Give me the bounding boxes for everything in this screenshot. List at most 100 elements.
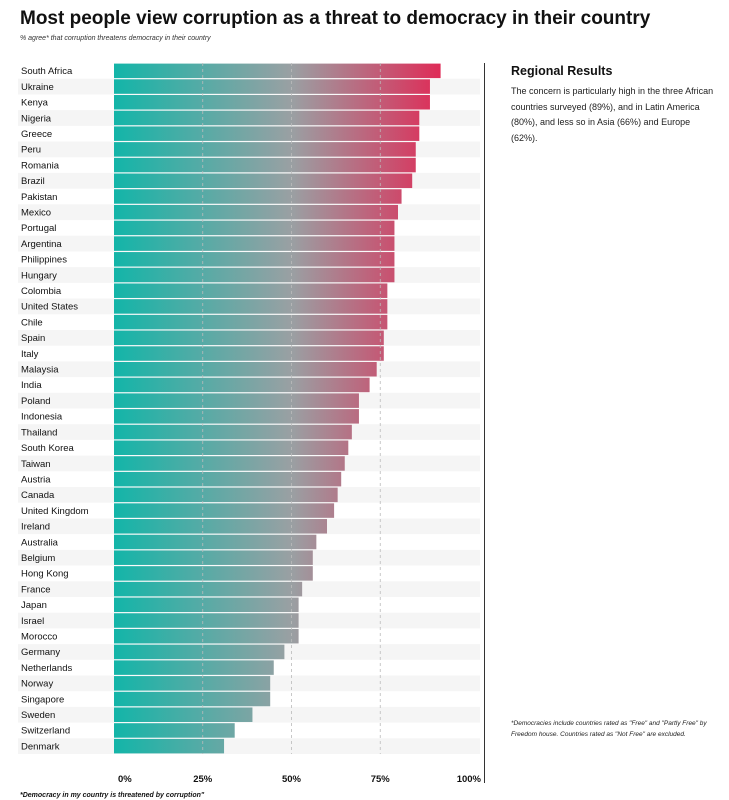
bar-nigeria <box>114 110 420 126</box>
category-label: South Korea <box>21 443 75 454</box>
bar-mexico <box>114 204 398 220</box>
bar-taiwan <box>114 456 345 471</box>
category-label: United Kingdom <box>21 506 89 517</box>
bar-south-africa <box>114 63 441 79</box>
x-tick-label: 25% <box>193 774 213 785</box>
category-label: Hungary <box>21 270 57 281</box>
category-label: Norway <box>21 679 53 690</box>
category-label: Sweden <box>21 710 55 721</box>
democracy-footnote: *Democracies include countries rated as … <box>511 720 707 738</box>
category-label: Spain <box>21 333 45 344</box>
bar-chile <box>114 314 388 330</box>
regional-results-heading: Regional Results <box>511 64 613 78</box>
category-label: Japan <box>21 600 47 611</box>
category-label: Greece <box>21 129 52 140</box>
category-label: Kenya <box>21 98 49 109</box>
bar-switzerland <box>114 723 235 738</box>
category-label: Chile <box>21 317 43 328</box>
chart-subtitle: % agree* that corruption threatens democ… <box>20 35 211 42</box>
bar-morocco <box>114 628 299 644</box>
category-label: Romania <box>21 160 60 171</box>
category-label: Thailand <box>21 427 57 438</box>
category-label: Ukraine <box>21 82 54 93</box>
category-label: Philippines <box>21 255 67 266</box>
bar-belgium <box>114 550 313 565</box>
bar-netherlands <box>114 660 274 675</box>
bar-israel <box>114 613 299 628</box>
category-label: Malaysia <box>21 365 59 376</box>
category-label: Morocco <box>21 632 57 643</box>
bar-romania <box>114 157 416 173</box>
chart-title: Most people view corruption as a threat … <box>20 8 651 29</box>
bar-kenya <box>114 95 430 110</box>
bar-portugal <box>114 220 395 236</box>
category-label: Switzerland <box>21 726 70 737</box>
category-label: Pakistan <box>21 192 57 203</box>
category-label: Taiwan <box>21 459 51 470</box>
bar-brazil <box>114 173 413 189</box>
x-tick-label: 0% <box>118 774 132 785</box>
bar-australia <box>114 534 317 550</box>
category-label: Colombia <box>21 286 62 297</box>
bar-ireland <box>114 519 327 534</box>
category-label: Australia <box>21 537 59 548</box>
category-label: Peru <box>21 145 41 156</box>
bar-austria <box>114 471 342 487</box>
category-label: Italy <box>21 349 39 360</box>
bar-united-states <box>114 299 388 314</box>
bar-spain <box>114 330 384 346</box>
survey-question-footnote: *Democracy in my country is threatened b… <box>20 792 205 799</box>
bar-argentina <box>114 236 395 251</box>
category-label: Mexico <box>21 207 51 218</box>
vertical-divider <box>484 63 485 783</box>
x-tick-label: 100% <box>457 774 482 785</box>
category-label: France <box>21 584 51 595</box>
bar-denmark <box>114 738 225 754</box>
bar-hong-kong <box>114 566 313 581</box>
bar-norway <box>114 676 271 691</box>
bar-peru <box>114 142 416 157</box>
category-label: Denmark <box>21 741 60 752</box>
bar-hungary <box>114 267 395 283</box>
bar-greece <box>114 126 420 141</box>
bar-thailand <box>114 424 352 440</box>
category-label: Belgium <box>21 553 55 564</box>
bar-canada <box>114 487 338 503</box>
category-label: Singapore <box>21 694 64 705</box>
bar-malaysia <box>114 361 377 377</box>
category-label: Austria <box>21 474 51 485</box>
bar-united-kingdom <box>114 503 335 518</box>
category-label: Portugal <box>21 223 56 234</box>
category-label: South Africa <box>21 66 73 77</box>
bar-sweden <box>114 707 253 722</box>
category-label: Argentina <box>21 239 62 250</box>
regional-results-text: The concern is particularly high in the … <box>511 86 714 143</box>
category-label: Ireland <box>21 522 50 533</box>
bar-singapore <box>114 691 271 707</box>
category-label: Indonesia <box>21 412 63 423</box>
bar-ukraine <box>114 79 430 94</box>
category-label: India <box>21 380 42 391</box>
category-label: Netherlands <box>21 663 72 674</box>
category-label: Brazil <box>21 176 45 187</box>
bar-italy <box>114 346 384 361</box>
bar-south-korea <box>114 440 349 456</box>
bar-india <box>114 377 370 393</box>
x-tick-label: 50% <box>282 774 302 785</box>
category-label: Poland <box>21 396 51 407</box>
bar-france <box>114 581 303 597</box>
x-tick-label: 75% <box>371 774 391 785</box>
category-label: Nigeria <box>21 113 52 124</box>
bar-germany <box>114 644 285 660</box>
bar-indonesia <box>114 409 359 424</box>
category-label: Germany <box>21 647 60 658</box>
category-label: United States <box>21 302 78 313</box>
bar-poland <box>114 393 359 408</box>
bar-philippines <box>114 252 395 267</box>
category-label: Canada <box>21 490 55 501</box>
category-label: Israel <box>21 616 44 627</box>
category-label: Hong Kong <box>21 569 69 580</box>
bar-japan <box>114 597 299 613</box>
row-stripe <box>18 738 480 754</box>
